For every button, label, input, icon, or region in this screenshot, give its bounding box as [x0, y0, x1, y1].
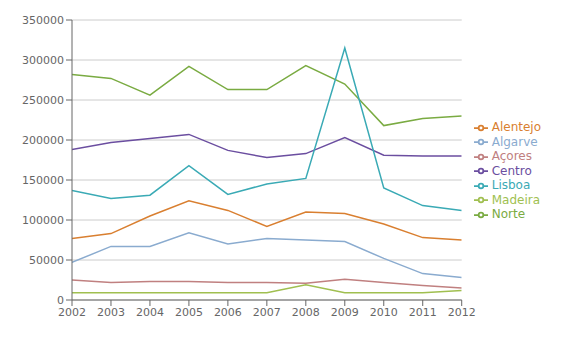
svg-text:200000: 200000	[22, 134, 64, 147]
html-text:Algarve: Algarve	[491, 134, 538, 149]
html-text:Açores: Açores	[491, 149, 532, 164]
svg-text:0: 0	[57, 294, 64, 307]
svg-text:2004: 2004	[136, 306, 164, 319]
svg-text:2002: 2002	[58, 306, 86, 319]
svg-text:2012: 2012	[448, 306, 476, 319]
svg-text:2011: 2011	[409, 306, 437, 319]
html-text:Lisboa: Lisboa	[491, 178, 531, 193]
svg-text:2008: 2008	[292, 306, 320, 319]
html-text:Alentejo: Alentejo	[491, 120, 541, 135]
svg-text:2010: 2010	[370, 306, 398, 319]
svg-text:2006: 2006	[214, 306, 242, 319]
svg-text:350000: 350000	[22, 14, 64, 27]
svg-text:100000: 100000	[22, 214, 64, 227]
html-text:Norte: Norte	[491, 207, 525, 222]
html-text:Madeira: Madeira	[491, 192, 540, 207]
svg-text:2009: 2009	[331, 306, 359, 319]
svg-text:150000: 150000	[22, 174, 64, 187]
html-text:Centro: Centro	[491, 163, 532, 178]
svg-text:250000: 250000	[22, 94, 64, 107]
svg-text:2003: 2003	[97, 306, 125, 319]
svg-text:2007: 2007	[253, 306, 281, 319]
svg-text:50000: 50000	[29, 254, 64, 267]
svg-text:2005: 2005	[175, 306, 203, 319]
svg-text:300000: 300000	[22, 54, 64, 67]
